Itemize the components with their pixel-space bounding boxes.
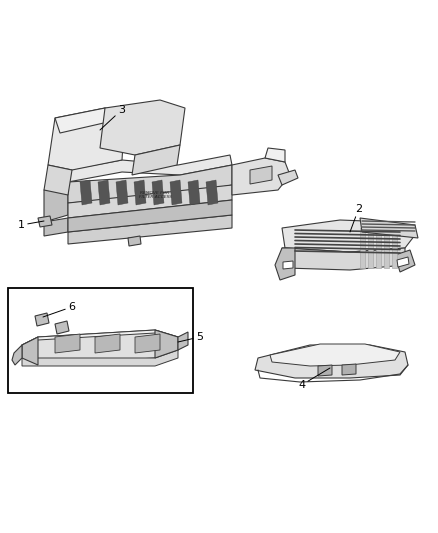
Polygon shape (397, 257, 409, 267)
Polygon shape (232, 158, 290, 195)
Polygon shape (278, 170, 298, 185)
Polygon shape (48, 108, 125, 170)
Polygon shape (360, 218, 418, 238)
Polygon shape (68, 215, 232, 244)
Polygon shape (152, 180, 164, 205)
Polygon shape (318, 365, 332, 376)
Polygon shape (68, 155, 232, 182)
Polygon shape (98, 180, 110, 205)
Polygon shape (188, 180, 200, 205)
Text: 2: 2 (350, 204, 362, 232)
Polygon shape (22, 337, 38, 365)
Polygon shape (270, 344, 400, 366)
Polygon shape (384, 228, 389, 268)
Polygon shape (206, 180, 218, 205)
Polygon shape (80, 180, 92, 205)
Polygon shape (392, 228, 397, 268)
Polygon shape (155, 330, 178, 358)
Polygon shape (22, 350, 178, 366)
Polygon shape (275, 248, 295, 280)
Polygon shape (376, 228, 381, 268)
Text: 5: 5 (178, 332, 203, 342)
Polygon shape (38, 216, 52, 227)
Polygon shape (116, 180, 128, 205)
Polygon shape (178, 332, 188, 350)
Polygon shape (135, 334, 160, 353)
Polygon shape (44, 165, 72, 195)
Polygon shape (250, 166, 272, 184)
Polygon shape (22, 330, 178, 365)
Polygon shape (55, 108, 108, 133)
Text: 3: 3 (100, 105, 125, 130)
Polygon shape (100, 100, 185, 155)
Polygon shape (22, 330, 178, 348)
Polygon shape (282, 220, 415, 252)
Polygon shape (265, 148, 285, 162)
Polygon shape (55, 334, 80, 353)
Polygon shape (35, 313, 49, 326)
Polygon shape (12, 345, 22, 365)
Polygon shape (68, 200, 232, 232)
Polygon shape (368, 228, 373, 268)
Polygon shape (132, 145, 180, 175)
Polygon shape (44, 182, 68, 222)
Polygon shape (282, 248, 405, 270)
Polygon shape (170, 180, 182, 205)
Polygon shape (255, 345, 408, 378)
Polygon shape (128, 236, 141, 246)
Bar (8, 288, 193, 393)
Text: 1: 1 (18, 220, 44, 230)
Polygon shape (342, 364, 356, 375)
Polygon shape (44, 218, 68, 236)
Polygon shape (68, 185, 232, 218)
Polygon shape (283, 261, 293, 269)
Polygon shape (95, 334, 120, 353)
Polygon shape (395, 250, 415, 272)
Polygon shape (360, 228, 365, 268)
Polygon shape (134, 180, 146, 205)
Text: 6: 6 (43, 302, 75, 317)
Polygon shape (68, 165, 232, 203)
Text: REMOVE FOR
FILTER ACCESS: REMOVE FOR FILTER ACCESS (138, 191, 171, 199)
Text: 4: 4 (298, 368, 330, 390)
Polygon shape (55, 321, 69, 334)
